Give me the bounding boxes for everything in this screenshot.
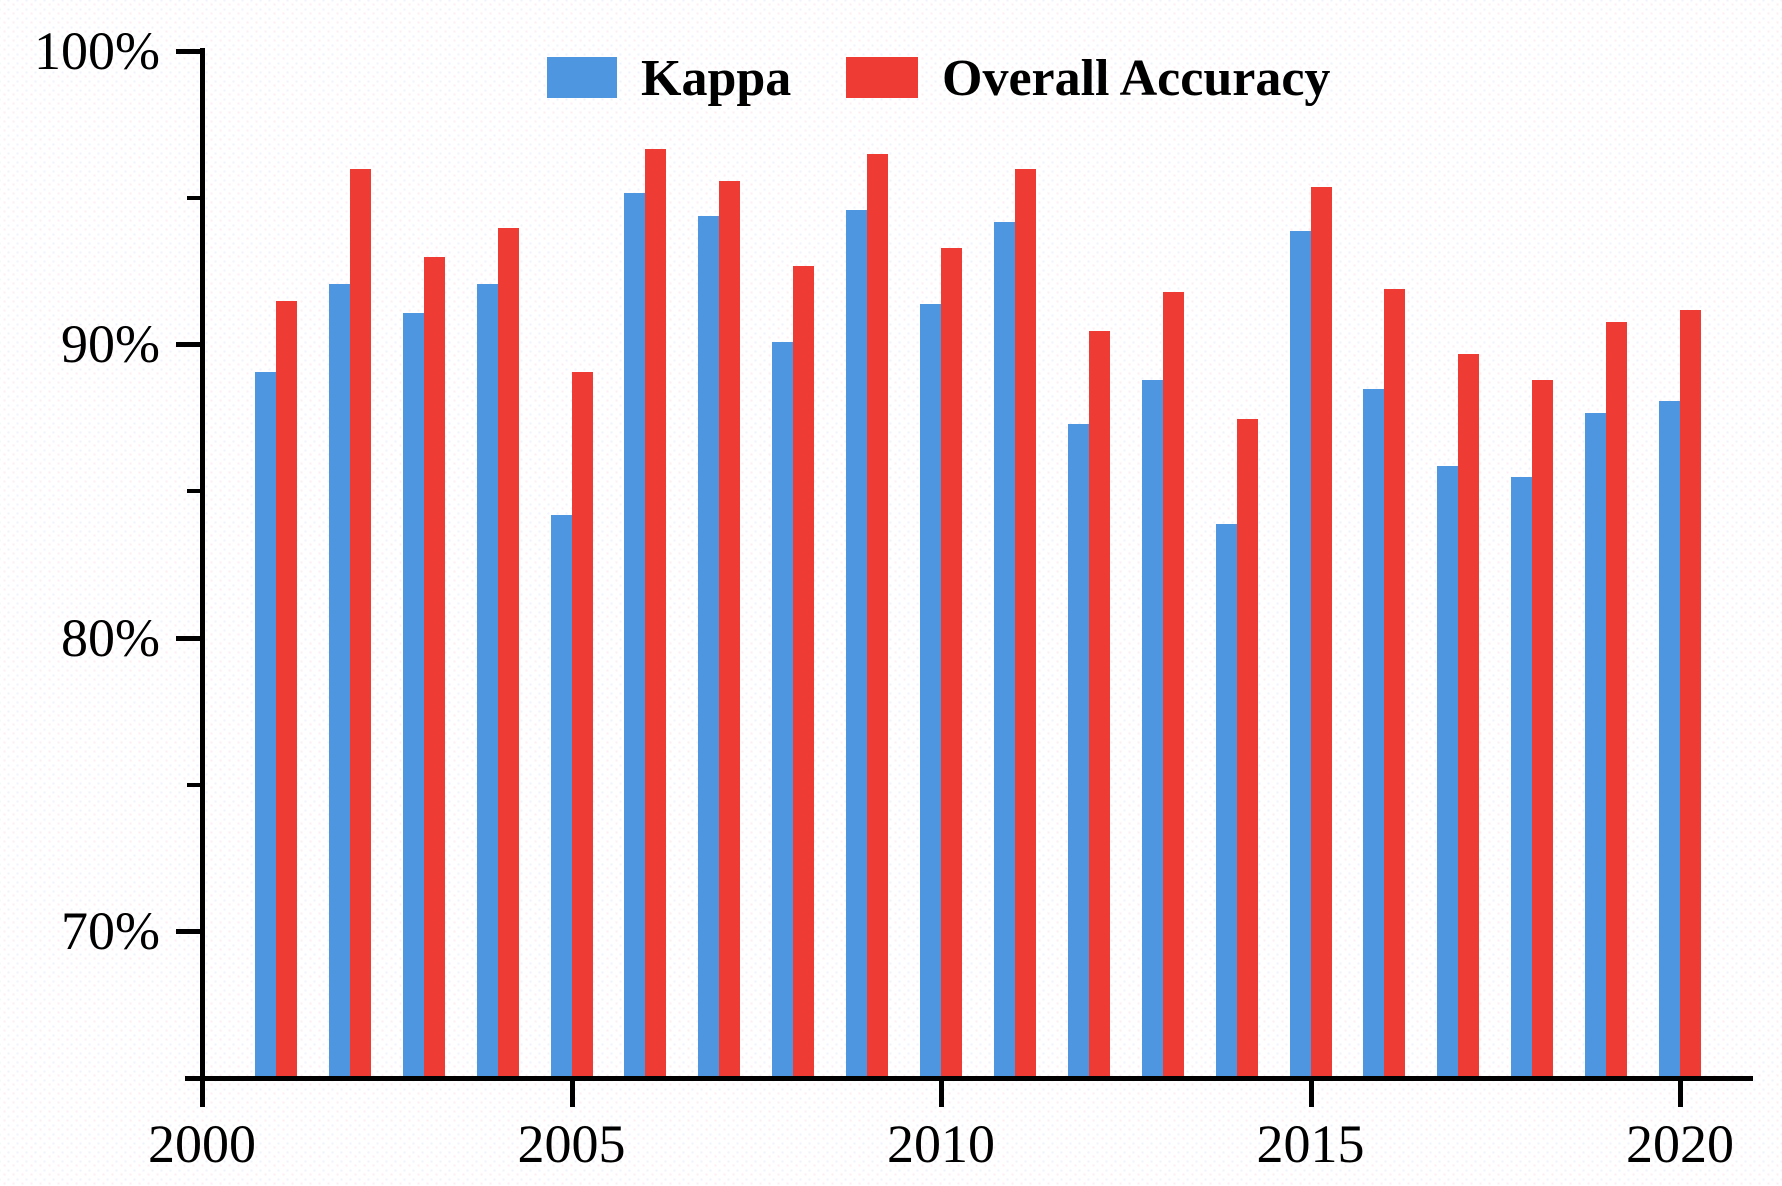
bar-overall-accuracy-2002 [349,169,371,1079]
bar-kappa-2016 [1363,389,1385,1079]
bar-overall-accuracy-2015 [1310,186,1332,1079]
bar-kappa-2018 [1511,477,1533,1079]
bar-kappa-2008 [772,342,794,1079]
x-tick-label-2015: 2015 [1256,1114,1365,1174]
x-tick-2020 [1678,1081,1683,1107]
bar-overall-accuracy-2016 [1384,289,1406,1079]
bar-overall-accuracy-2011 [1014,169,1036,1079]
y-major-tick-90 [176,342,202,348]
bar-overall-accuracy-2020 [1680,310,1701,1079]
y-minor-tick-75 [187,782,202,787]
bar-kappa-2012 [1067,424,1089,1079]
x-tick-label-2020: 2020 [1626,1114,1734,1174]
bar-overall-accuracy-2012 [1088,330,1110,1079]
y-tick-label-70: 70% [61,901,160,962]
bar-overall-accuracy-2019 [1606,321,1628,1079]
x-tick-2005 [569,1081,575,1107]
x-tick-label-2005: 2005 [517,1114,626,1174]
bar-kappa-2004 [476,283,498,1079]
x-axis-line [185,1076,1753,1081]
y-tick-label-80: 80% [61,607,160,668]
bar-kappa-2001 [254,371,276,1079]
bar-kappa-2015 [1289,230,1311,1079]
bar-kappa-2003 [402,312,424,1079]
bar-kappa-2007 [698,216,720,1079]
bar-overall-accuracy-2004 [497,227,519,1079]
bar-overall-accuracy-2014 [1236,418,1258,1079]
bar-kappa-2011 [993,221,1015,1079]
legend-label-kappa: Kappa [641,50,792,107]
x-tick-2015 [1308,1081,1314,1107]
bar-kappa-2019 [1585,412,1607,1079]
legend-label-overall-accuracy: Overall Accuracy [942,50,1331,107]
bar-kappa-2010 [920,304,941,1079]
x-tick-2000 [200,1081,205,1107]
x-tick-label-2010: 2010 [887,1114,995,1174]
y-axis-line [200,48,205,1080]
bar-overall-accuracy-2010 [941,248,962,1079]
y-tick-label-100: 100% [34,20,160,81]
legend-swatch-kappa-icon [547,57,617,98]
legend-swatch-overall-accuracy-icon [846,57,918,98]
bar-overall-accuracy-2006 [645,148,667,1079]
y-major-tick-80 [176,635,202,641]
bar-overall-accuracy-2018 [1532,380,1554,1079]
bar-kappa-2017 [1437,465,1459,1079]
bar-overall-accuracy-2017 [1458,354,1480,1079]
bar-overall-accuracy-2001 [275,301,297,1079]
x-tick-label-2000: 2000 [148,1114,256,1174]
y-tick-label-90: 90% [61,314,160,375]
bar-kappa-2009 [846,210,868,1079]
bar-overall-accuracy-2009 [867,154,889,1079]
y-minor-tick-95 [187,195,202,200]
bar-kappa-2013 [1141,380,1163,1079]
bar-kappa-2002 [328,283,350,1079]
bar-overall-accuracy-2007 [719,180,741,1079]
bar-kappa-2005 [550,515,572,1079]
bar-overall-accuracy-2005 [571,371,593,1079]
bar-overall-accuracy-2003 [423,257,445,1079]
bar-overall-accuracy-2008 [793,266,815,1079]
x-tick-2010 [939,1081,944,1107]
y-major-tick-70 [176,929,202,935]
bar-kappa-2020 [1659,401,1680,1079]
y-major-tick-100 [176,48,202,54]
y-minor-tick-85 [187,489,202,493]
bar-overall-accuracy-2013 [1162,292,1184,1079]
bar-kappa-2006 [624,192,646,1079]
bar-kappa-2014 [1215,524,1237,1079]
